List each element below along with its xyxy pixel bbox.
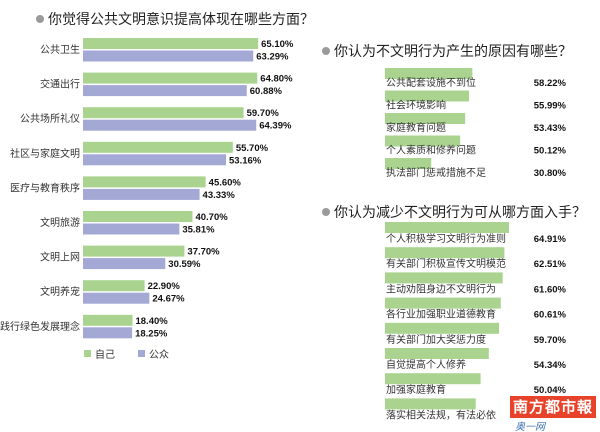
value-label: 54.34% [534,360,567,371]
value-label: 37.70% [187,247,220,258]
bar-public [83,85,247,97]
bar-self [83,38,259,49]
value-label: 35.81% [182,225,215,236]
bar-public [83,292,150,304]
legend-swatch-public [138,350,145,357]
value-label: 40.70% [195,212,228,223]
category-label: 各行业加强职业道德教育 [386,308,496,321]
value-label: 64.39% [259,121,292,132]
bullet-icon [322,47,330,55]
bar-self [83,314,133,326]
category-label: 公共卫生 [40,43,80,56]
bar [385,247,505,259]
newspaper-logo: 南方都市報 [510,396,596,418]
category-label: 落实相关法规，有法必依 [386,408,496,421]
category-label: 践行绿色发展理念 [0,320,80,333]
bar-self [83,245,185,257]
chart1-title: 你觉得公共文明意识提高体现在哪些方面？ [48,11,314,28]
value-label: 55.99% [534,101,567,112]
category-label: 公共场所礼仪 [20,112,80,125]
bar-self [83,211,193,222]
bar-public [83,258,166,270]
chart3-title: 你认为减少不文明行为可从哪方面入手？ [334,205,586,221]
category-label: 文明旅游 [40,216,80,229]
value-label: 64.80% [260,74,293,85]
value-label: 55.70% [236,143,269,154]
chart2-title: 你认为不文明行为产生的原因有哪些？ [334,44,572,60]
bar-public [83,223,180,235]
logo-subtitle: 奥一网 oeeee.com [515,422,545,432]
value-label: 65.10% [261,39,294,50]
value-label: 30.80% [534,168,567,179]
value-label: 18.40% [135,316,168,327]
bar-self [83,280,145,292]
value-label: 45.60% [209,177,242,188]
value-label: 30.59% [168,259,201,270]
bar [385,135,461,147]
bar [385,348,489,359]
category-label: 医疗与教育秩序 [10,181,80,194]
value-label: 50.04% [534,385,567,396]
category-label: 家庭教育问题 [386,121,446,134]
bar-public [83,154,227,166]
value-label: 58.22% [534,78,567,89]
bar-public [83,119,257,131]
bar [385,272,503,284]
category-label: 加强家庭教育 [386,383,446,396]
value-label: 43.33% [203,190,236,201]
bar [385,68,473,79]
bullet-icon [36,15,44,23]
bar-self [83,176,206,188]
bar-self [83,107,244,119]
bar-self [83,141,233,153]
value-label: 59.70% [247,108,280,119]
category-label: 社区与家庭文明 [10,147,80,160]
value-label: 63.29% [256,52,289,63]
category-label: 公共配套设施不到位 [386,76,476,89]
category-label: 个人积极学习文明行为准则 [386,232,506,245]
value-label: 64.91% [534,234,567,245]
bar-self [83,72,258,84]
category-label: 文明上网 [40,251,80,264]
legend-swatch-self [84,350,91,357]
value-label: 60.88% [250,86,283,97]
bar [385,398,476,410]
bar [385,373,481,385]
legend-label-public: 公众 [149,349,169,361]
category-label: 交通出行 [40,78,80,91]
category-label: 自觉提高个人修养 [386,358,466,371]
category-label: 有关部门积极宣传文明模范 [386,257,506,270]
value-label: 18.25% [135,328,168,339]
category-label: 文明养宠 [40,285,80,298]
bar [385,297,501,309]
bar [385,113,466,124]
value-label: 50.12% [534,146,567,157]
category-label: 执法部门惩戒措施不足 [386,166,486,179]
bar-public [83,50,254,62]
category-label: 社会环境影响 [386,99,446,112]
legend-label-self: 自己 [95,348,115,361]
bullet-icon [322,208,330,216]
value-label: 53.16% [229,155,262,166]
value-label: 53.43% [534,123,567,134]
bar [385,158,432,169]
value-label: 22.90% [148,281,181,292]
bar-public [83,327,133,339]
value-label: 62.51% [534,259,567,270]
bar [385,322,500,334]
category-label: 有关部门加大奖惩力度 [386,333,486,346]
value-label: 24.67% [152,294,185,305]
bar [385,222,509,233]
value-label: 61.60% [534,284,567,295]
value-label: 59.70% [534,335,567,346]
category-label: 个人素质和修养问题 [386,144,476,157]
category-label: 主动劝阻身边不文明行为 [386,282,496,295]
value-label: 60.61% [534,310,567,321]
bar [385,90,469,102]
bar-public [83,188,200,200]
